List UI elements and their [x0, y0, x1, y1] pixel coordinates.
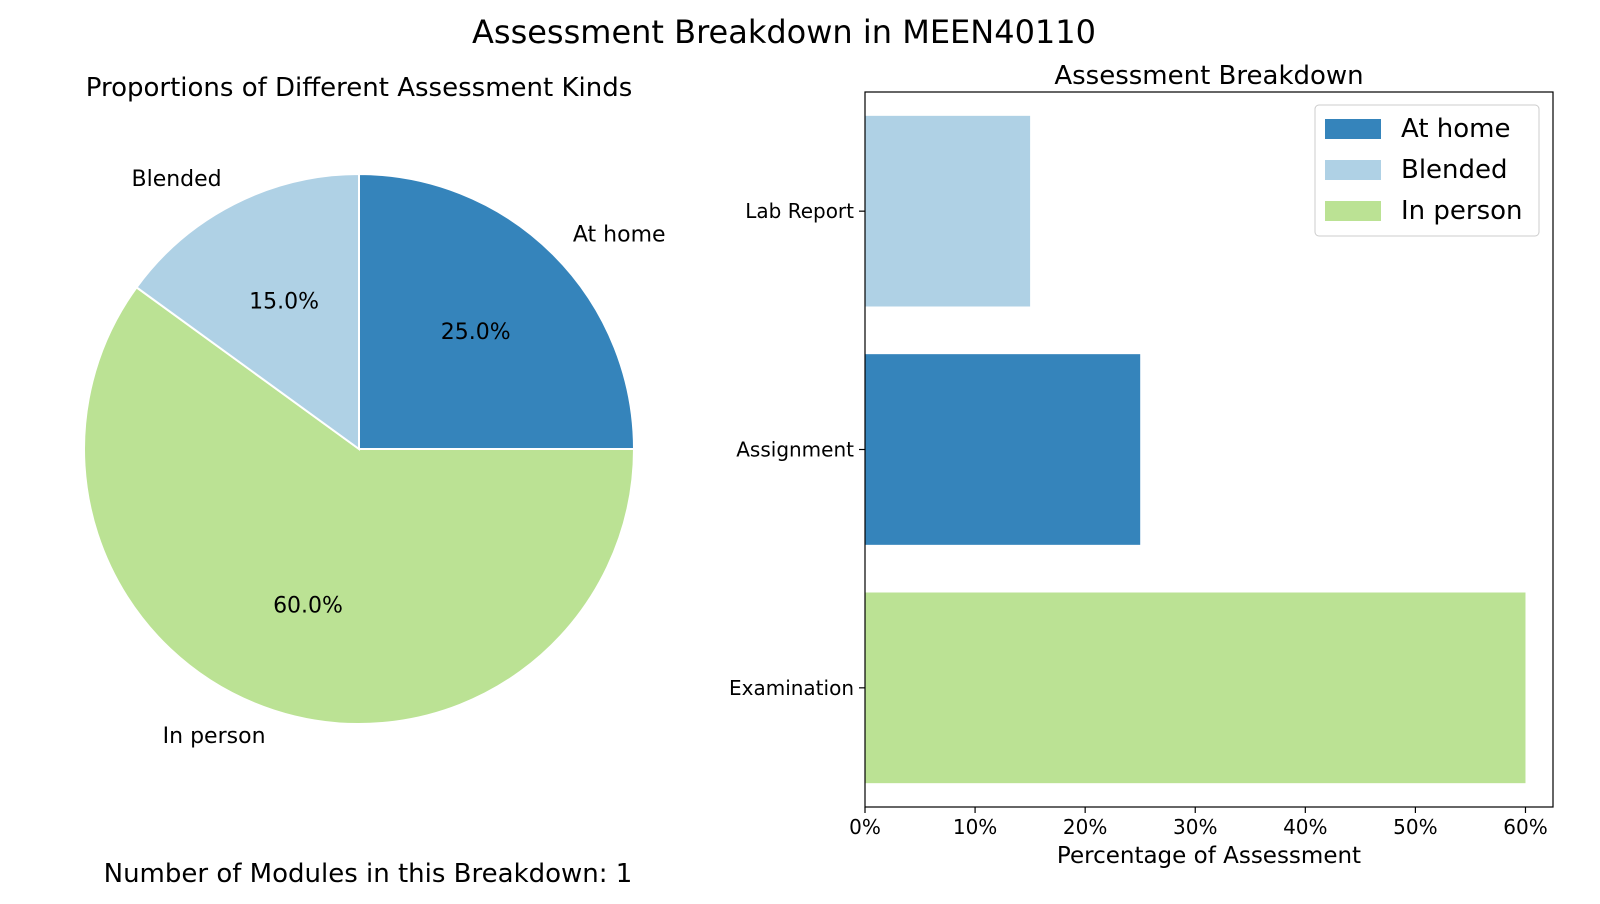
figure-title: Assessment Breakdown in MEEN40110 [472, 13, 1096, 51]
plot-frame [864, 91, 1554, 808]
legend-label-at-home: At home [1401, 114, 1511, 144]
pie-label-in-person: In person [163, 724, 266, 749]
module-count-text: Number of Modules in this Breakdown: 1 [103, 859, 633, 889]
x-tick-label: 60% [1503, 815, 1547, 839]
bar-assignment [865, 354, 1141, 545]
pie-label-at-home: At home [573, 223, 666, 248]
pie-chart: Proportions of Different Assessment Kind… [83, 73, 666, 749]
x-axis-label: Percentage of Assessment [1057, 843, 1361, 869]
pie-pct-blended: 15.0% [249, 289, 319, 314]
y-tick-label-examination: Examination [729, 676, 854, 700]
x-tick-label: 30% [1173, 815, 1217, 839]
pie-title: Proportions of Different Assessment Kind… [86, 73, 633, 103]
legend: At home Blended In person [1314, 104, 1540, 237]
bar-title: Assessment Breakdown [1054, 61, 1363, 91]
pie-pct-at-home: 25.0% [441, 320, 511, 345]
pie-label-blended: Blended [132, 167, 222, 192]
x-tick-label: 50% [1393, 815, 1437, 839]
pie-slice-in-person [83, 285, 636, 725]
legend-swatch-in-person [1325, 201, 1381, 221]
pie-slice-blended [135, 172, 360, 451]
bar-chart: Assessment Breakdown Percentage of Asses… [729, 61, 1554, 869]
x-tick-label: 0% [849, 815, 881, 839]
legend-swatch-at-home [1325, 119, 1381, 139]
legend-label-in-person: In person [1401, 196, 1523, 226]
pie-slice-at-home [358, 172, 636, 450]
y-tick-label-lab-report: Lab Report [745, 199, 854, 223]
pie-pct-in-person: 60.0% [273, 593, 343, 618]
x-tick-label: 20% [1063, 815, 1107, 839]
bar-lab-report [865, 115, 1031, 307]
bar-examination [865, 592, 1526, 784]
y-tick-label-assignment: Assignment [736, 438, 854, 462]
x-tick-label: 10% [953, 815, 997, 839]
legend-swatch-blended [1325, 160, 1381, 180]
x-tick-label: 40% [1283, 815, 1327, 839]
legend-label-blended: Blended [1401, 155, 1508, 185]
